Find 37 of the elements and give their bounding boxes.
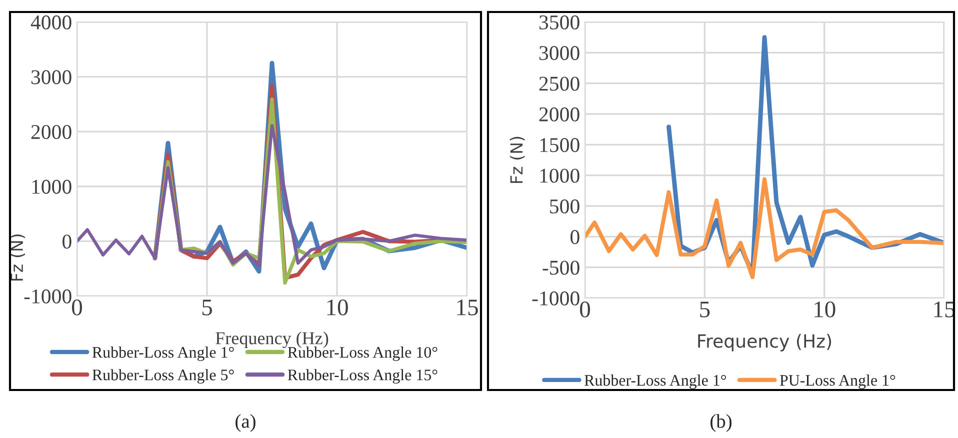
- x-axis-title: Frequency (Hz): [698, 334, 832, 352]
- x-tick-label: 10: [327, 299, 348, 316]
- y-tick-label: 2000: [539, 107, 580, 122]
- line-series: [585, 177, 944, 280]
- x-tick-label: 0: [580, 301, 590, 318]
- y-tick-label: 0: [62, 234, 72, 249]
- x-tick-label: 10: [814, 301, 836, 318]
- legend-label: Rubber-Loss Angle 10°: [288, 346, 438, 362]
- text: (a): [236, 414, 256, 432]
- x-axis-title: Frequency (Hz): [216, 332, 328, 348]
- y-axis-title: Fz (N): [10, 234, 26, 281]
- legend-label: Rubber-Loss Angle 5°: [92, 369, 234, 384]
- y-tick-label: 2500: [539, 76, 580, 91]
- y-tick-label: -500: [542, 260, 580, 275]
- y-tick-label: -1000: [532, 291, 580, 306]
- y-tick-label: 500: [550, 199, 580, 214]
- y-tick-label: 0: [570, 230, 580, 244]
- y-tick-label: 3000: [539, 46, 580, 60]
- legend-label: Rubber-Loss Angle 1°: [92, 346, 234, 362]
- line-series: [77, 124, 467, 266]
- y-tick-label: -1000: [24, 289, 72, 304]
- y-tick-label: 2000: [31, 124, 72, 140]
- text: (b): [710, 414, 732, 432]
- y-tick-label: 4000: [30, 15, 72, 30]
- legend-label: Rubber-Loss Angle 15°: [288, 369, 438, 384]
- y-axis-title: Fz (N): [510, 136, 525, 183]
- x-tick-label: 5: [202, 300, 212, 316]
- x-tick-label: 0: [72, 299, 82, 316]
- y-tick-label: 3000: [31, 70, 72, 84]
- x-tick-label: 15: [457, 300, 478, 316]
- y-tick-label: 1000: [32, 180, 72, 194]
- legend-label: PU-Loss Angle 1°: [780, 374, 896, 390]
- x-tick-label: 5: [700, 302, 710, 318]
- legend-label: Rubber-Loss Angle 1°: [584, 374, 726, 390]
- y-tick-label: 1500: [540, 138, 580, 152]
- y-tick-label: 1000: [540, 168, 580, 183]
- y-tick-label: 3500: [539, 15, 580, 30]
